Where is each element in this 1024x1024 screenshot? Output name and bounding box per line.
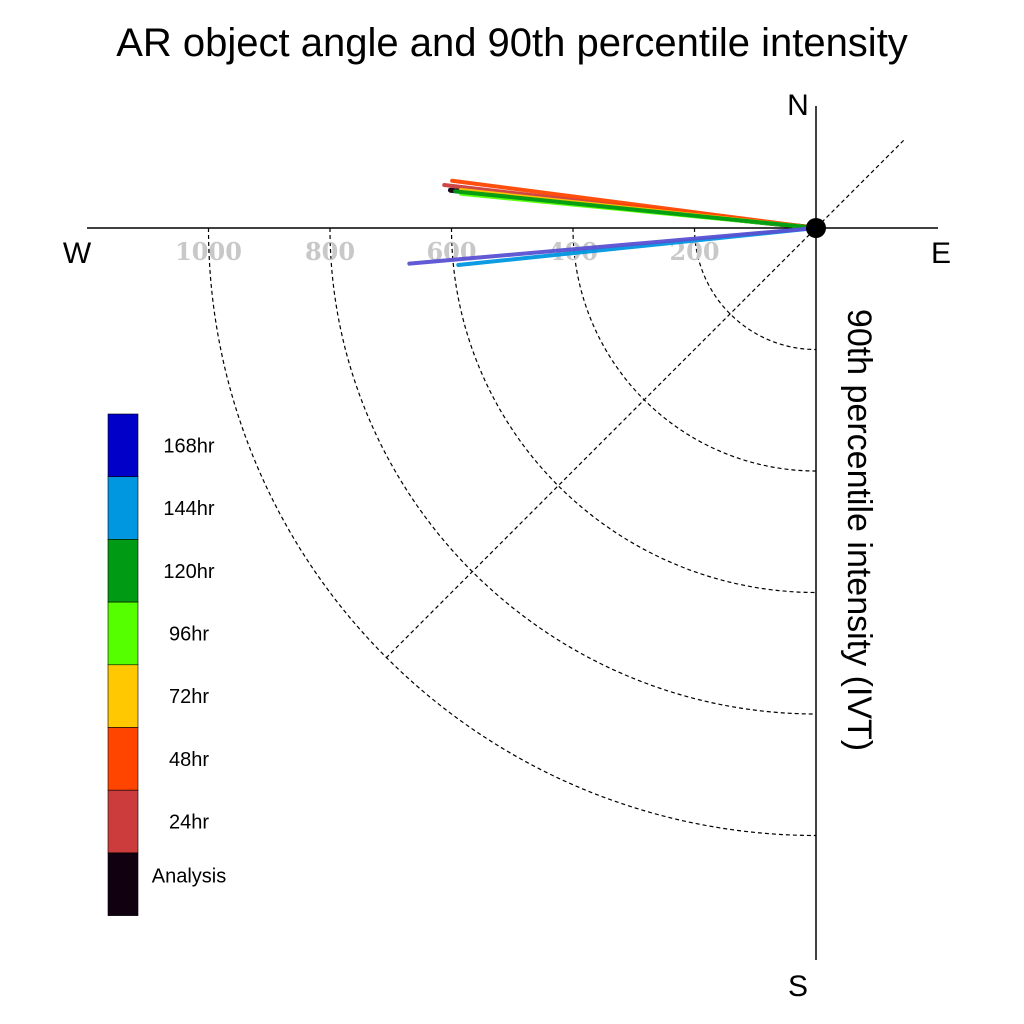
origin-point: [806, 218, 826, 238]
legend-label-48hr: 48hr: [169, 749, 209, 771]
radial-axis-label: 90th percentile intensity (IVT): [840, 309, 878, 751]
legend-swatch-analysis: [107, 852, 139, 916]
legend-swatch-72hr: [107, 664, 139, 728]
vector-120hr: [453, 189, 818, 230]
legend-label-72hr: 72hr: [169, 686, 209, 708]
legend-swatch-48hr: [107, 727, 139, 791]
legend-label-24hr: 24hr: [169, 812, 209, 834]
compass-north-label: N: [787, 89, 809, 122]
legend-label-168hr: 168hr: [163, 435, 214, 457]
compass-south-label: S: [788, 970, 808, 1003]
legend-label-96hr: 96hr: [169, 623, 209, 645]
legend: 168hr 144hr 120hr 96hr 72hr 48hr 24hr Analysis: [107, 413, 226, 916]
compass-east-label: E: [931, 237, 951, 270]
legend-label-120hr: 120hr: [163, 561, 214, 583]
vector-168hr: [407, 226, 818, 266]
radial-tick-label: 800: [305, 237, 355, 266]
legend-swatch-120hr: [107, 539, 139, 603]
chart-title: AR object angle and 90th percentile inte…: [116, 21, 908, 65]
series-layer: [407, 178, 819, 267]
tick-label-layer: 2004006008001000: [175, 237, 719, 266]
grid-arc-200: [693, 227, 817, 351]
legend-swatch-24hr: [107, 789, 139, 854]
legend-label-analysis: Analysis: [152, 865, 226, 887]
diagonal-reference-line: [386, 139, 905, 658]
legend-swatch-168hr: [107, 413, 139, 478]
legend-swatch-96hr: [107, 601, 139, 666]
radial-tick-label: 1000: [175, 237, 242, 266]
legend-swatch-144hr: [107, 476, 139, 540]
compass-west-label: W: [63, 237, 92, 270]
legend-label-144hr: 144hr: [163, 498, 214, 520]
grid-arc-600: [450, 227, 817, 594]
